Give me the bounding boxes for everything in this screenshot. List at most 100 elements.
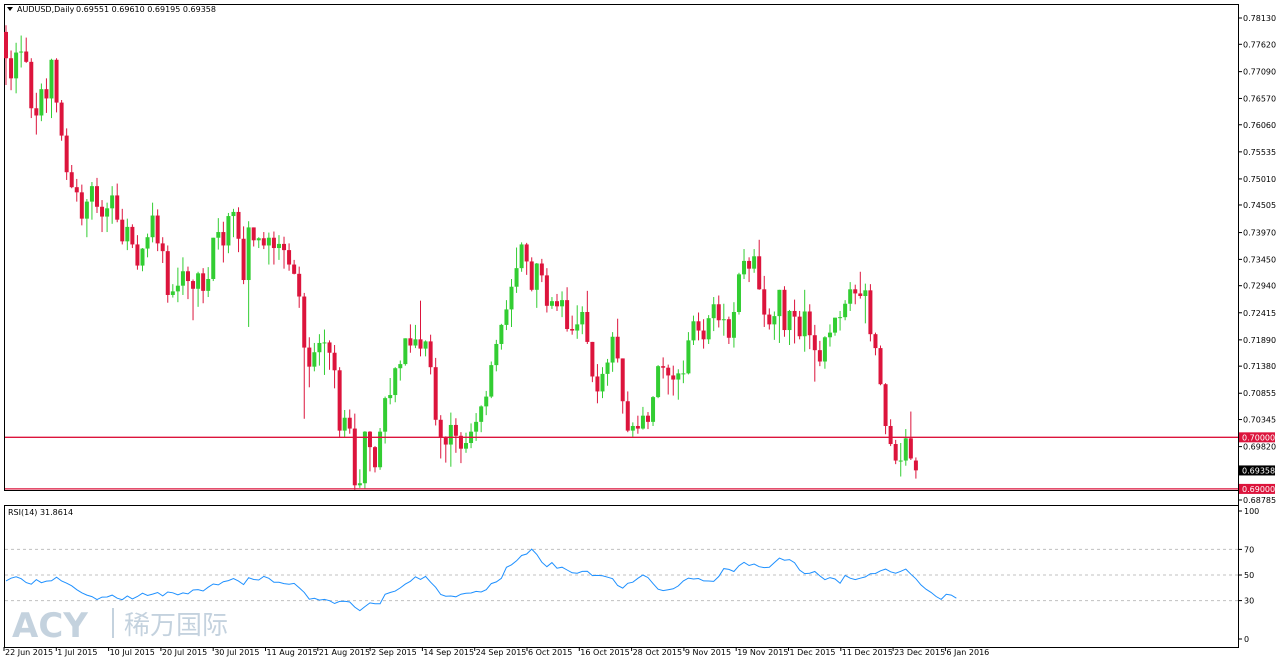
- candle: [509, 278, 514, 327]
- candle: [742, 249, 747, 279]
- date-axis-label: 20 Jul 2015: [162, 648, 207, 657]
- candle: [656, 365, 661, 399]
- candle-body: [408, 338, 413, 346]
- watermark-brand: ACY: [12, 606, 88, 646]
- main-chart-frame[interactable]: [4, 4, 1239, 491]
- triangle-down-icon[interactable]: [7, 7, 13, 11]
- price-axis-label: 0.78130: [1243, 14, 1276, 23]
- candle-body: [448, 424, 453, 445]
- candle: [580, 306, 585, 335]
- candle: [180, 257, 185, 295]
- candle: [342, 409, 347, 438]
- rsi-chart-frame[interactable]: [4, 505, 1239, 648]
- candle-body: [261, 238, 266, 246]
- candle-body: [19, 51, 24, 53]
- candle-body: [327, 342, 332, 353]
- candle: [524, 242, 529, 275]
- candle-body: [443, 437, 448, 445]
- candle: [362, 431, 367, 489]
- candle: [898, 443, 903, 477]
- candle-body: [671, 375, 676, 380]
- candle-body: [610, 336, 615, 363]
- candle: [24, 37, 29, 63]
- candle-body: [630, 425, 635, 431]
- candle-body: [883, 384, 888, 426]
- candle-body: [721, 319, 726, 321]
- date-axis-label: 6 Oct 2015: [528, 648, 572, 657]
- candle-body: [838, 317, 843, 319]
- candle-body: [822, 337, 827, 362]
- candle-body: [858, 293, 863, 297]
- price-axis-label: 0.68785: [1243, 496, 1276, 505]
- candle-body: [130, 226, 135, 245]
- price-axis-label: 0.73970: [1243, 229, 1276, 238]
- candle: [226, 212, 231, 254]
- candle: [413, 324, 418, 349]
- candle: [514, 247, 519, 293]
- candle: [666, 364, 671, 395]
- axes-layer: 0.78130 0.77620 0.77090 0.76570 0.76060 0.755…: [3, 14, 1276, 657]
- candle-body: [635, 425, 640, 429]
- candle: [276, 235, 281, 260]
- candle-body: [676, 373, 681, 380]
- candle-body: [231, 211, 236, 217]
- candle-body: [762, 289, 767, 315]
- candle: [878, 345, 883, 386]
- level-label: 0.70000: [1242, 433, 1275, 442]
- candle-body: [342, 417, 347, 431]
- candle: [266, 232, 271, 265]
- candle: [615, 318, 620, 363]
- candle-body: [271, 237, 276, 249]
- chart-header[interactable]: AUDUSD,Daily 0.69551 0.69610 0.69195 0.6…: [7, 5, 216, 14]
- candle-body: [347, 417, 352, 429]
- candle-body: [64, 135, 69, 173]
- candle-body: [873, 334, 878, 349]
- candle: [19, 35, 24, 68]
- candle: [539, 258, 544, 283]
- candle: [191, 279, 196, 321]
- rsi-axis-label: 0: [1244, 635, 1249, 644]
- candle-body: [706, 318, 711, 340]
- current-price-box: [1239, 465, 1275, 476]
- candle: [903, 429, 908, 466]
- candle: [211, 237, 216, 282]
- candle-body: [560, 300, 565, 307]
- candle: [696, 312, 701, 341]
- candle-body: [357, 483, 362, 486]
- candle: [443, 436, 448, 463]
- candle-body: [317, 342, 322, 353]
- price-axis-label: 0.76570: [1243, 94, 1276, 103]
- candle-body: [251, 227, 256, 241]
- candle-body: [246, 227, 251, 281]
- candle-body: [352, 428, 357, 486]
- candle: [817, 340, 822, 367]
- candle: [231, 208, 236, 238]
- candle-body: [731, 311, 736, 338]
- candle-body: [777, 289, 782, 317]
- candle-body: [458, 435, 463, 449]
- date-axis-label: 21 Aug 2015: [319, 648, 370, 657]
- candle-body: [175, 285, 180, 292]
- candle-body: [307, 347, 312, 367]
- date-axis-label: 9 Nov 2015: [685, 648, 731, 657]
- candle-body: [767, 314, 772, 325]
- candle-body: [302, 296, 307, 348]
- candle: [731, 302, 736, 348]
- candle-body: [565, 300, 570, 330]
- candle: [271, 231, 276, 265]
- candle: [135, 235, 140, 270]
- candle-body: [115, 195, 120, 220]
- candle: [49, 58, 54, 119]
- candle: [635, 415, 640, 434]
- candle: [160, 237, 165, 263]
- candle-body: [433, 367, 438, 420]
- candle: [418, 300, 423, 357]
- candle-body: [256, 238, 261, 241]
- candle-body: [645, 415, 650, 422]
- candle: [241, 226, 246, 285]
- candle: [54, 58, 59, 113]
- candle: [499, 323, 504, 350]
- candle-body: [554, 301, 559, 307]
- candle-body: [681, 373, 686, 375]
- candle-body: [54, 59, 59, 103]
